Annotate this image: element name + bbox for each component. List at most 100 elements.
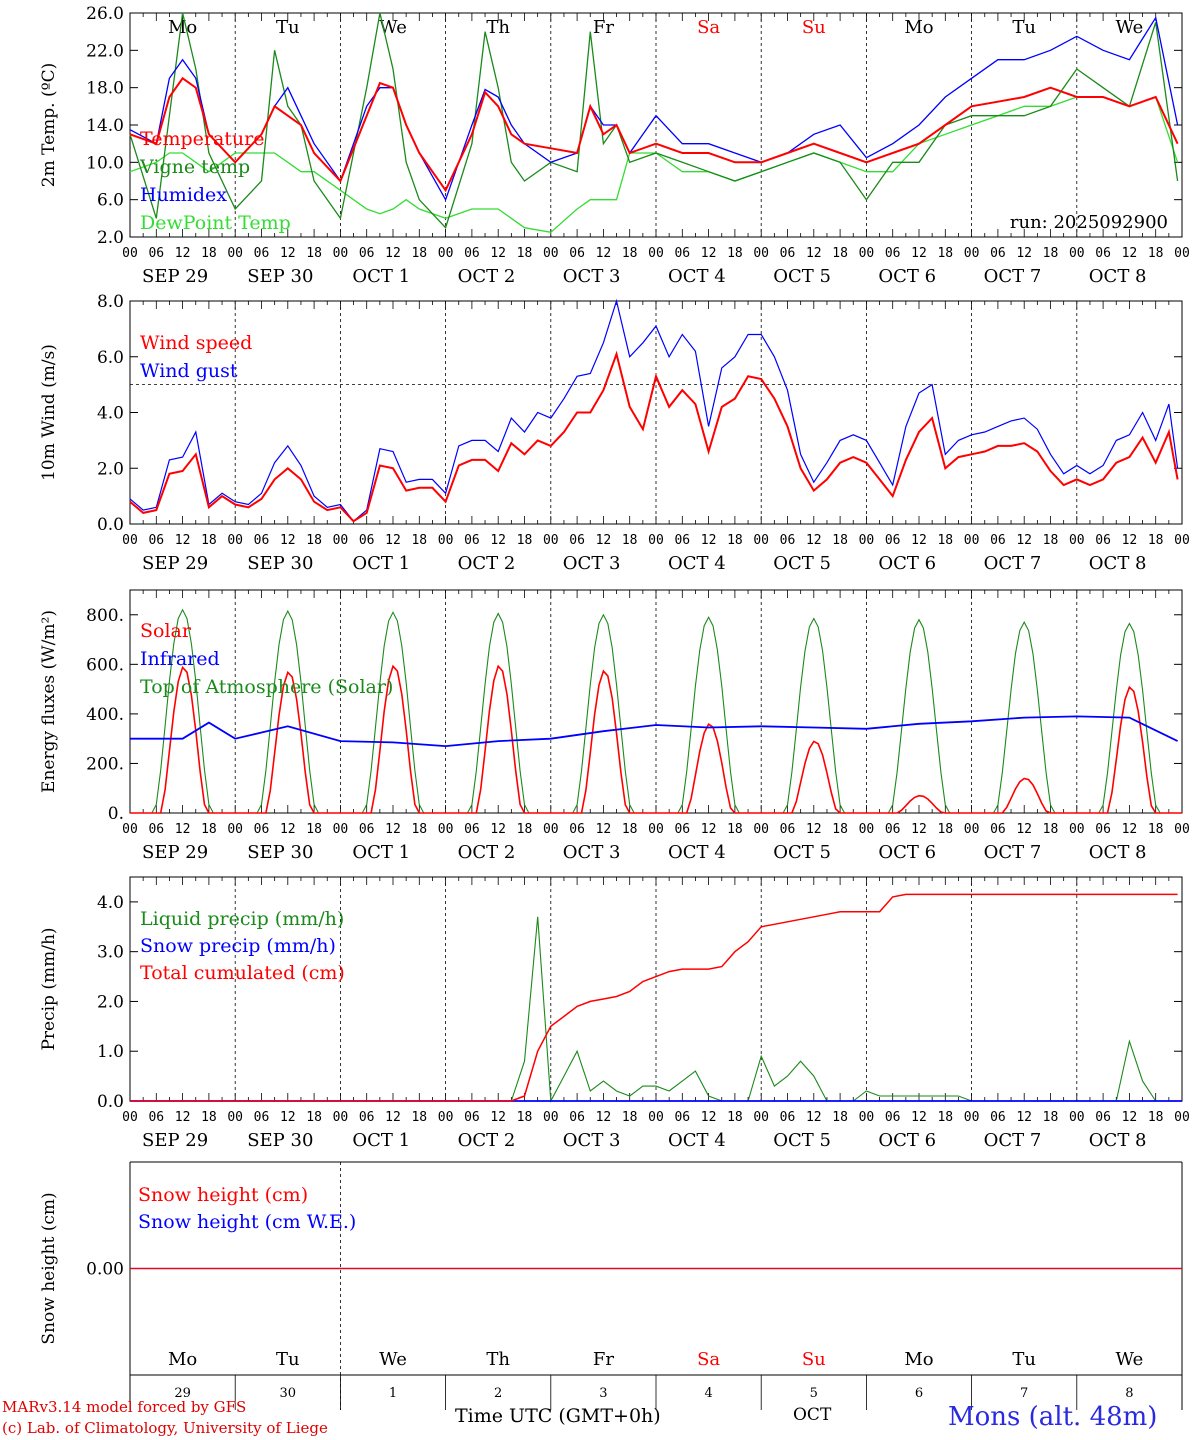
legend-temperature: Temperature (140, 128, 264, 150)
hour-tick-label: 12 (280, 1110, 296, 1125)
date-label: OCT 3 (563, 553, 621, 574)
hour-tick-label: 18 (306, 1110, 322, 1125)
hour-tick-label: 18 (1043, 822, 1059, 837)
hour-tick-label: 00 (543, 822, 559, 837)
date-label: OCT 2 (458, 1130, 516, 1151)
hour-tick-label: 06 (885, 246, 901, 261)
date-label: OCT 8 (1089, 553, 1147, 574)
hour-tick-label: 12 (806, 533, 822, 548)
date-label: OCT 4 (668, 1130, 726, 1151)
weekday-label: We (1116, 1349, 1144, 1370)
hour-tick-label: 12 (806, 1110, 822, 1125)
series-total-cumulated (130, 893, 1178, 1102)
hour-tick-label: 18 (727, 1110, 743, 1125)
series-vigne-temp (129, 12, 1179, 229)
hour-tick-label: 00 (753, 533, 769, 548)
hour-tick-label: 06 (359, 822, 375, 837)
hour-tick-label: 12 (175, 822, 191, 837)
hour-tick-label: 00 (753, 822, 769, 837)
weekday-label: Mo (904, 17, 933, 38)
y-axis-label: 2m Temp. (ºC) (39, 63, 59, 188)
hour-tick-label: 06 (464, 822, 480, 837)
hour-tick-label: 00 (859, 246, 875, 261)
hour-tick-label: 18 (622, 822, 638, 837)
y-tick-label: 22.0 (86, 41, 124, 61)
hour-tick-label: 06 (254, 1110, 270, 1125)
hour-tick-label: 06 (464, 533, 480, 548)
y-axis-label: Energy fluxes (W/m²) (39, 610, 59, 793)
hour-tick-label: 18 (937, 246, 953, 261)
hour-tick-label: 18 (622, 246, 638, 261)
panel-1-frame (129, 12, 1183, 238)
hour-tick-label: 18 (727, 246, 743, 261)
hour-tick-label: 00 (859, 533, 875, 548)
date-label: OCT 8 (1089, 1130, 1147, 1151)
hour-tick-label: 06 (254, 822, 270, 837)
date-label: OCT 3 (563, 266, 621, 287)
hour-tick-label: 18 (306, 533, 322, 548)
hour-tick-label: 06 (885, 1110, 901, 1125)
hour-tick-label: 18 (306, 246, 322, 261)
hour-tick-label: 12 (175, 246, 191, 261)
hour-tick-label: 12 (1016, 533, 1032, 548)
hour-tick-label: 00 (227, 246, 243, 261)
panel-3-frame (129, 589, 1183, 814)
hour-tick-label: 18 (411, 533, 427, 548)
hour-tick-label: 18 (622, 1110, 638, 1125)
series-infrared (130, 715, 1178, 748)
date-label: OCT 2 (458, 266, 516, 287)
hour-tick-label: 18 (411, 822, 427, 837)
month-label: OCT (793, 1405, 832, 1425)
hour-tick-label: 00 (1174, 533, 1190, 548)
hour-tick-label: 12 (490, 246, 506, 261)
hour-tick-label: 00 (333, 822, 349, 837)
hour-tick-label: 12 (385, 1110, 401, 1125)
y-axis-label: 10m Wind (m/s) (39, 344, 59, 481)
hour-tick-label: 18 (832, 246, 848, 261)
date-label: OCT 3 (563, 1130, 621, 1151)
hour-tick-label: 18 (517, 533, 533, 548)
hour-tick-label: 18 (727, 533, 743, 548)
hour-tick-label: 18 (832, 822, 848, 837)
hour-tick-label: 18 (201, 246, 217, 261)
hour-tick-label: 00 (859, 822, 875, 837)
weekday-label: Sa (697, 1349, 720, 1370)
hour-tick-label: 06 (1095, 533, 1111, 548)
date-label: OCT 2 (458, 842, 516, 863)
hour-tick-label: 00 (648, 822, 664, 837)
hour-tick-label: 06 (569, 1110, 585, 1125)
y-tick-label: 2.0 (97, 228, 124, 248)
date-label: OCT 4 (668, 553, 726, 574)
y-tick-label: 200. (86, 754, 124, 774)
hour-tick-label: 06 (1095, 246, 1111, 261)
hour-tick-label: 00 (964, 246, 980, 261)
hour-tick-label: 06 (359, 533, 375, 548)
hour-tick-label: 12 (490, 822, 506, 837)
hour-tick-label: 06 (254, 533, 270, 548)
y-tick-label: 0.00 (86, 1260, 124, 1280)
hour-tick-label: 12 (1122, 246, 1138, 261)
date-label: OCT 7 (984, 1130, 1042, 1151)
hour-tick-label: 06 (569, 533, 585, 548)
credit-line-2: (c) Lab. of Climatology, University of L… (2, 1419, 328, 1437)
hour-tick-label: 12 (385, 246, 401, 261)
hour-tick-label: 12 (1016, 1110, 1032, 1125)
date-label: OCT 5 (773, 1130, 831, 1151)
date-label: SEP 29 (142, 842, 208, 863)
hour-tick-label: 00 (333, 1110, 349, 1125)
legend-vigne-temp: Vigne temp (139, 156, 250, 178)
hour-tick-label: 12 (280, 822, 296, 837)
hour-tick-label: 06 (990, 533, 1006, 548)
hour-tick-label: 06 (148, 246, 164, 261)
weekday-label: Su (802, 1349, 826, 1370)
weekday-label: Mo (904, 1349, 933, 1370)
hour-tick-label: 06 (885, 822, 901, 837)
y-tick-label: 1.0 (97, 1042, 124, 1062)
hour-tick-label: 12 (1016, 246, 1032, 261)
series-temperature (129, 76, 1179, 193)
date-label: SEP 30 (247, 1130, 313, 1151)
y-tick-label: 10.0 (86, 153, 124, 173)
legend-snow-height-cm: Snow height (cm) (138, 1184, 308, 1206)
hour-tick-label: 12 (911, 533, 927, 548)
hour-tick-label: 06 (674, 246, 690, 261)
